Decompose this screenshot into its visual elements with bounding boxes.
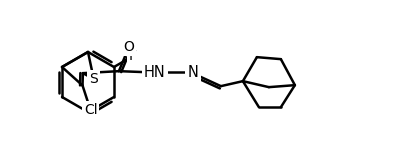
Text: Cl: Cl [84,103,97,117]
Text: HN: HN [144,65,166,80]
Text: F: F [129,49,137,63]
Text: N: N [187,65,198,80]
Text: O: O [123,40,134,54]
Text: S: S [89,72,98,86]
